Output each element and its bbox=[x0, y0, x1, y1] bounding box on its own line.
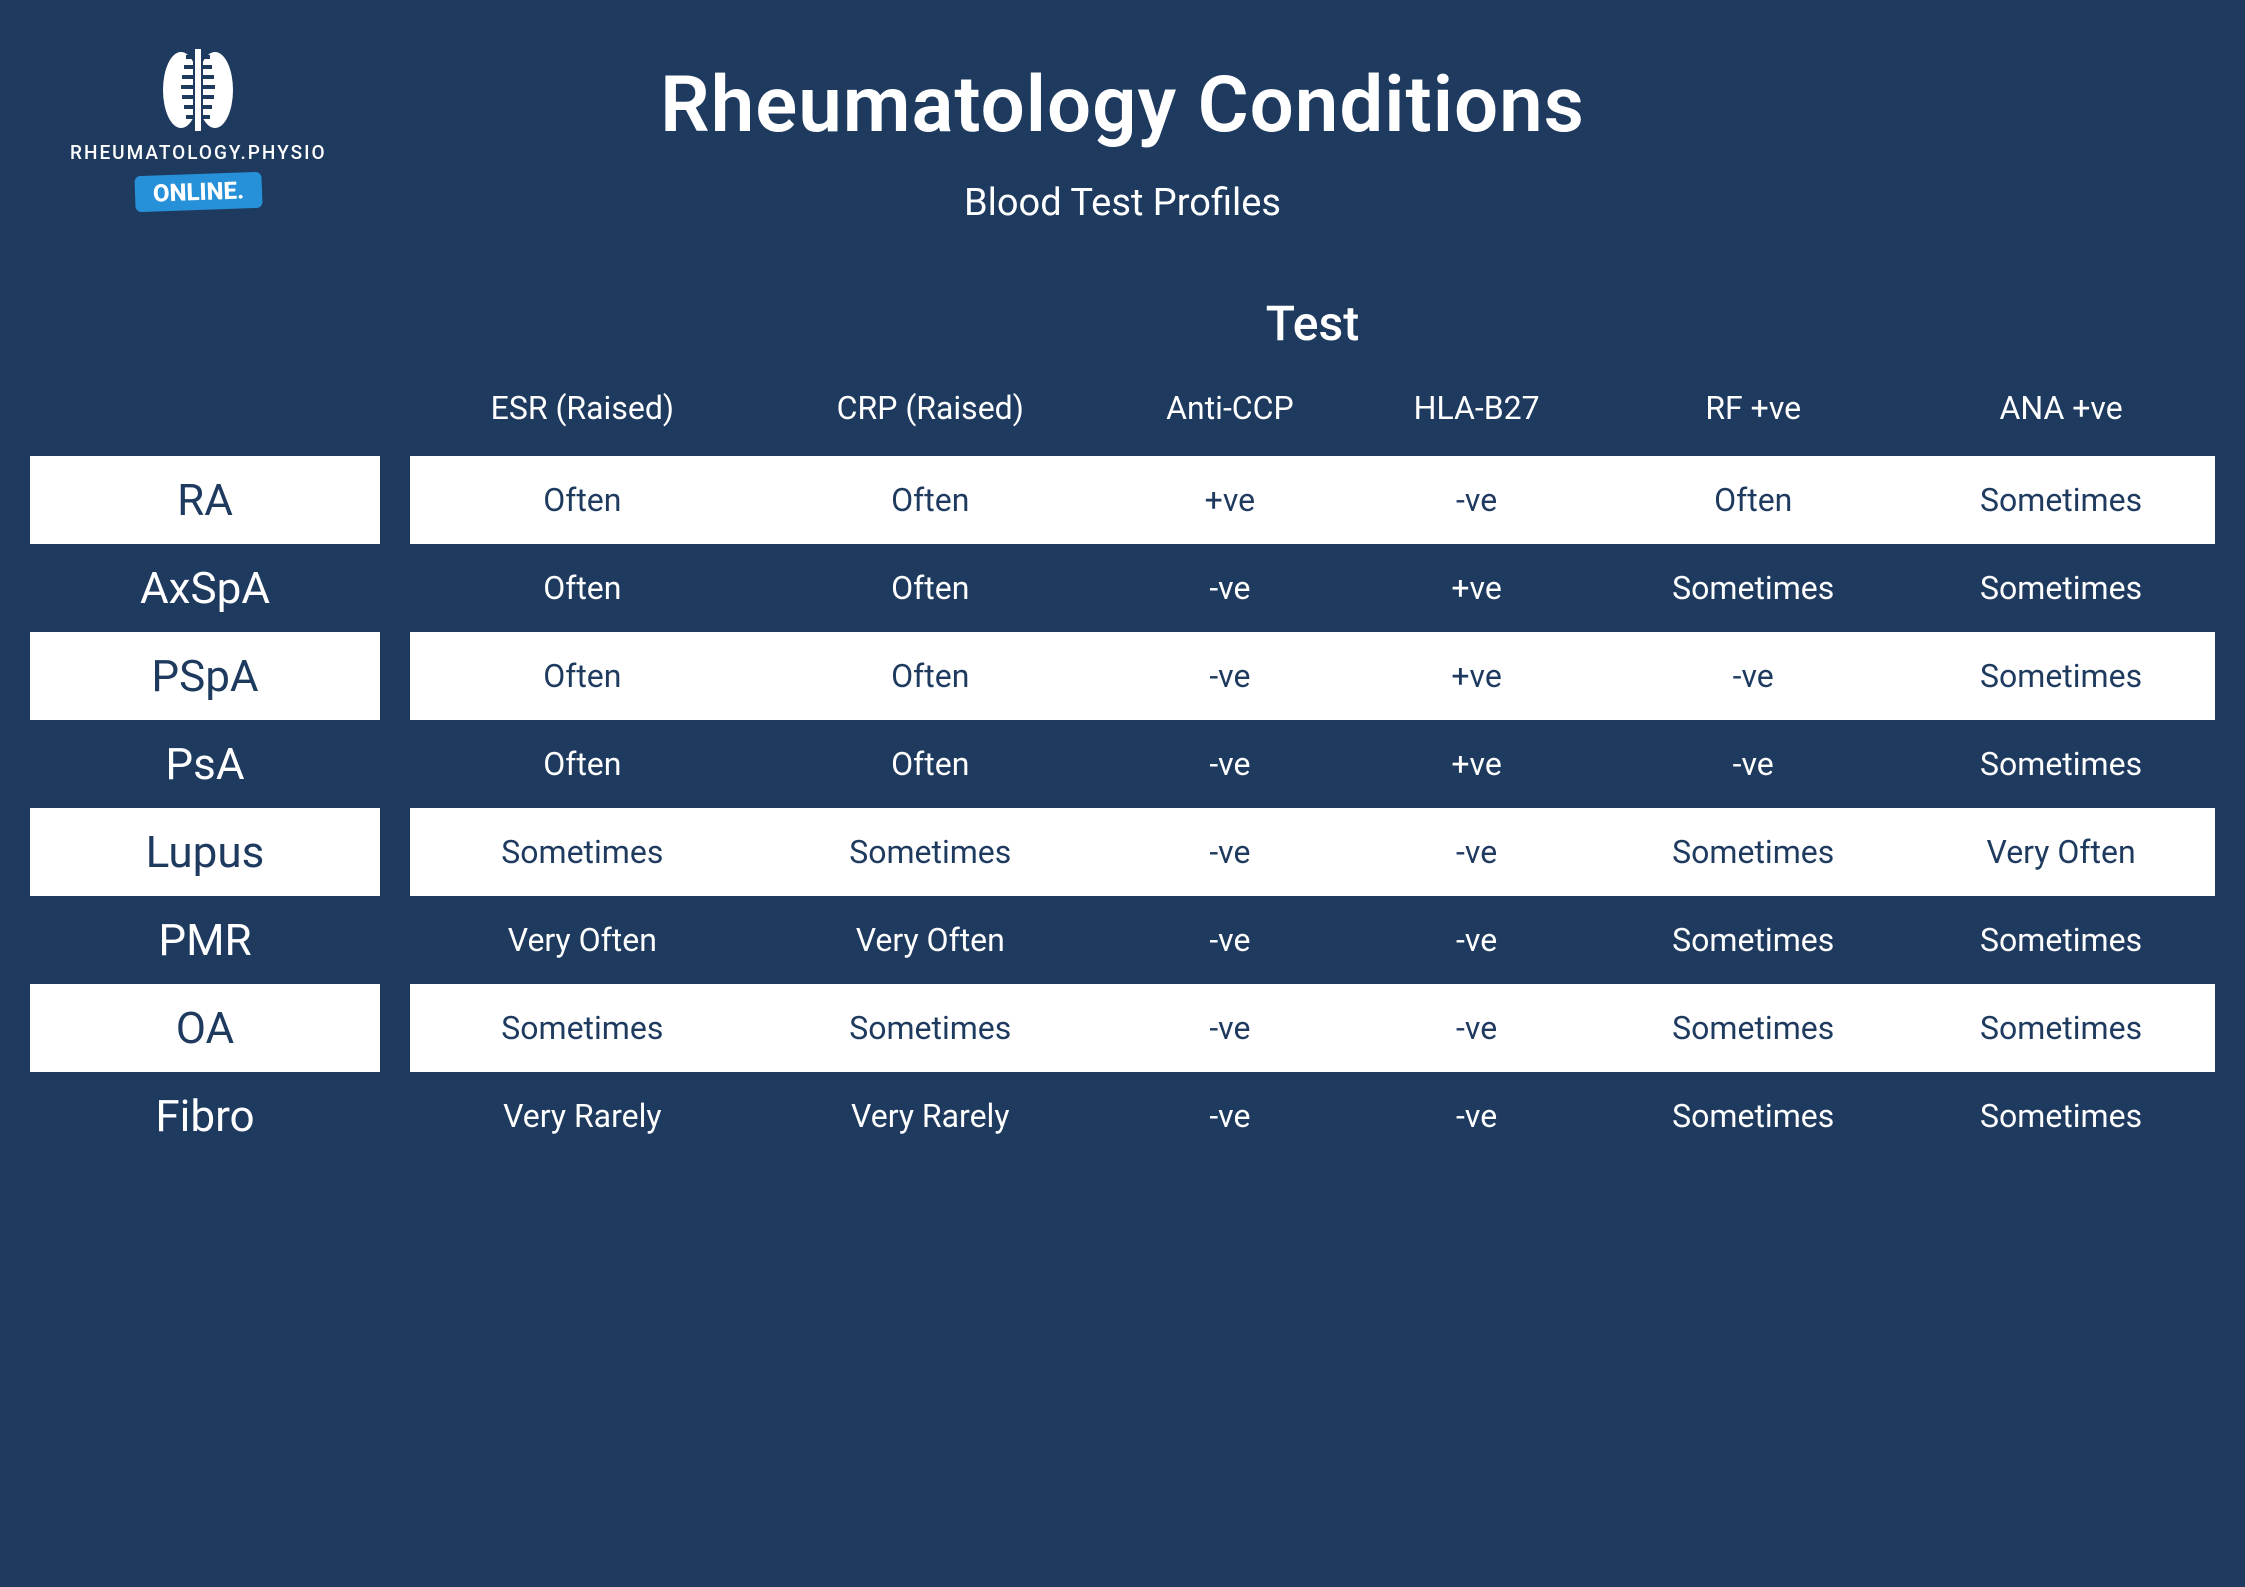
table-cell: +ve bbox=[1106, 456, 1354, 544]
table-cell: Sometimes bbox=[1599, 544, 1907, 632]
row-label: Fibro bbox=[30, 1072, 380, 1160]
table-cell: Very Rarely bbox=[410, 1072, 755, 1160]
table-cell: +ve bbox=[1354, 720, 1599, 808]
blood-test-table: ESR (Raised) CRP (Raised) Anti-CCP HLA-B… bbox=[30, 372, 2215, 1160]
table-cell: -ve bbox=[1106, 1072, 1354, 1160]
table-cell: -ve bbox=[1106, 720, 1354, 808]
row-label: PsA bbox=[30, 720, 380, 808]
table-row: PMRVery OftenVery Often-ve-veSometimesSo… bbox=[30, 896, 2215, 984]
table-cell: -ve bbox=[1106, 896, 1354, 984]
title-block: Rheumatology Conditions Blood Test Profi… bbox=[30, 60, 2215, 225]
table-cell: -ve bbox=[1106, 632, 1354, 720]
table-body: RAOftenOften+ve-veOftenSometimesAxSpAOft… bbox=[30, 456, 2215, 1160]
brand-text: RHEUMATOLOGY.PHYSIO bbox=[70, 141, 327, 164]
col-header: RF +ve bbox=[1599, 372, 1907, 456]
table-cell: Often bbox=[755, 456, 1106, 544]
col-header: ANA +ve bbox=[1907, 372, 2215, 456]
col-header: ESR (Raised) bbox=[410, 372, 755, 456]
table-row: PSpAOftenOften-ve+ve-veSometimes bbox=[30, 632, 2215, 720]
table-cell: -ve bbox=[1599, 632, 1907, 720]
table-cell: Sometimes bbox=[1907, 896, 2215, 984]
table-cell: Often bbox=[410, 632, 755, 720]
table-cell: Very Often bbox=[1907, 808, 2215, 896]
table-cell: Sometimes bbox=[410, 984, 755, 1072]
table-head: ESR (Raised) CRP (Raised) Anti-CCP HLA-B… bbox=[30, 372, 2215, 456]
spine-logo-icon bbox=[148, 45, 248, 135]
row-label: OA bbox=[30, 984, 380, 1072]
table-cell: Sometimes bbox=[1907, 720, 2215, 808]
row-label: AxSpA bbox=[30, 544, 380, 632]
logo-block: RHEUMATOLOGY.PHYSIO ONLINE. bbox=[70, 45, 327, 210]
table-cell: Often bbox=[410, 720, 755, 808]
page-title: Rheumatology Conditions bbox=[30, 60, 2215, 151]
row-label: Lupus bbox=[30, 808, 380, 896]
table-cell: Often bbox=[1599, 456, 1907, 544]
table-cell: Sometimes bbox=[1599, 1072, 1907, 1160]
table-cell: -ve bbox=[1354, 1072, 1599, 1160]
table-cell: Very Often bbox=[410, 896, 755, 984]
table-group-heading: Test bbox=[410, 295, 2215, 352]
table-cell: -ve bbox=[1106, 808, 1354, 896]
table-row: FibroVery RarelyVery Rarely-ve-veSometim… bbox=[30, 1072, 2215, 1160]
table-cell: Sometimes bbox=[410, 808, 755, 896]
table-cell: Very Rarely bbox=[755, 1072, 1106, 1160]
table-cell: +ve bbox=[1354, 632, 1599, 720]
table-cell: -ve bbox=[1106, 544, 1354, 632]
table-cell: Sometimes bbox=[1907, 1072, 2215, 1160]
table-wrap: Test ESR (Raised) CRP (Raised) Anti-CCP … bbox=[30, 295, 2215, 1160]
table-cell: Sometimes bbox=[755, 984, 1106, 1072]
table-cell: -ve bbox=[1354, 456, 1599, 544]
table-cell: Often bbox=[755, 632, 1106, 720]
table-cell: Often bbox=[410, 544, 755, 632]
table-row: RAOftenOften+ve-veOftenSometimes bbox=[30, 456, 2215, 544]
table-cell: -ve bbox=[1354, 808, 1599, 896]
table-cell: +ve bbox=[1354, 544, 1599, 632]
table-cell: -ve bbox=[1354, 896, 1599, 984]
table-cell: -ve bbox=[1599, 720, 1907, 808]
table-cell: Sometimes bbox=[1907, 984, 2215, 1072]
table-row: AxSpAOftenOften-ve+veSometimesSometimes bbox=[30, 544, 2215, 632]
table-cell: Very Often bbox=[755, 896, 1106, 984]
page-subtitle: Blood Test Profiles bbox=[30, 181, 2215, 225]
table-row: PsAOftenOften-ve+ve-veSometimes bbox=[30, 720, 2215, 808]
table-row: LupusSometimesSometimes-ve-veSometimesVe… bbox=[30, 808, 2215, 896]
online-badge: ONLINE. bbox=[134, 172, 262, 212]
table-cell: -ve bbox=[1106, 984, 1354, 1072]
col-header: Anti-CCP bbox=[1106, 372, 1354, 456]
table-cell: Sometimes bbox=[1599, 808, 1907, 896]
table-cell: Sometimes bbox=[1599, 984, 1907, 1072]
table-cell: Often bbox=[755, 720, 1106, 808]
table-cell: Sometimes bbox=[1907, 544, 2215, 632]
corner-blank bbox=[30, 372, 380, 456]
row-label: PSpA bbox=[30, 632, 380, 720]
table-cell: Often bbox=[410, 456, 755, 544]
col-header: CRP (Raised) bbox=[755, 372, 1106, 456]
table-cell: -ve bbox=[1354, 984, 1599, 1072]
table-cell: Sometimes bbox=[1907, 456, 2215, 544]
table-cell: Often bbox=[755, 544, 1106, 632]
col-header: HLA-B27 bbox=[1354, 372, 1599, 456]
table-cell: Sometimes bbox=[755, 808, 1106, 896]
table-cell: Sometimes bbox=[1907, 632, 2215, 720]
table-cell: Sometimes bbox=[1599, 896, 1907, 984]
row-label: RA bbox=[30, 456, 380, 544]
table-row: OASometimesSometimes-ve-veSometimesSomet… bbox=[30, 984, 2215, 1072]
row-label: PMR bbox=[30, 896, 380, 984]
